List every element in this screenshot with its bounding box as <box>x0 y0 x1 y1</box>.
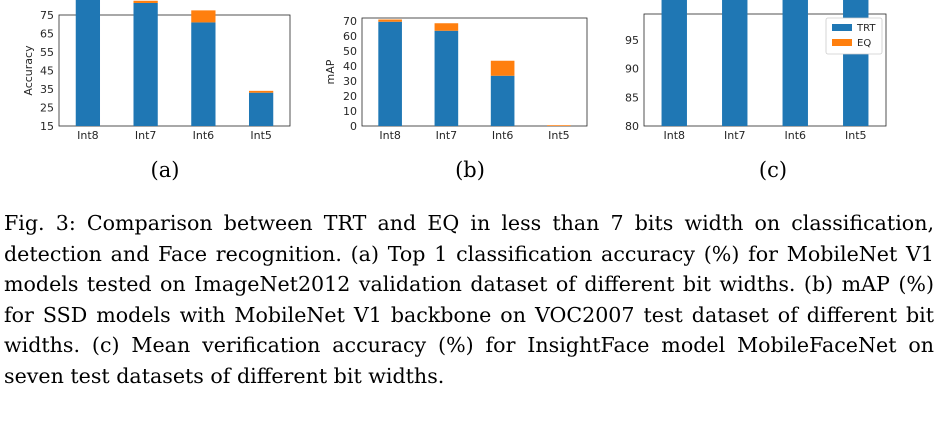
chart-c: 80859095AccuracyInt8Int7Int6Int5TRTEQ <box>625 0 887 142</box>
bar-eq-int6 <box>191 10 216 23</box>
subfigure-label-a: (a) <box>150 158 180 182</box>
x-tick-label: Int8 <box>77 129 99 142</box>
plot-frame <box>361 17 588 127</box>
y-tick-label: 15 <box>40 120 54 133</box>
bar-eq-int5 <box>248 90 274 93</box>
x-tick-label: Int6 <box>193 129 215 142</box>
y-tick-label: 45 <box>40 65 54 78</box>
y-tick-label: 65 <box>40 28 54 41</box>
bar-trt-int6 <box>490 75 515 126</box>
x-tick-label: Int5 <box>250 129 272 142</box>
bar-trt-int6 <box>782 0 808 126</box>
bar-trt-int8 <box>661 0 687 127</box>
y-tick-label: 70 <box>343 15 357 28</box>
legend-swatch-trt <box>832 24 852 31</box>
chart-b: 0 10 20 30 40 50 60 70 mAP Int8 Int7 Int6 Int5 <box>324 15 588 142</box>
y-axis-label: Accuracy <box>22 45 35 96</box>
y-tick-label: 35 <box>40 83 54 96</box>
bar-eq-int7 <box>133 0 158 3</box>
legend-label-trt: TRT <box>856 23 876 34</box>
bar-eq-int5 <box>547 125 571 126</box>
y-axis-label: mAP <box>324 59 337 84</box>
bar-trt-int7 <box>133 2 158 127</box>
bar-trt-int5 <box>248 92 274 126</box>
legend-label-eq: EQ <box>857 38 871 49</box>
bar-eq-int6 <box>490 60 515 76</box>
y-tick-label: 75 <box>40 9 54 22</box>
x-tick-label: Int6 <box>784 129 806 142</box>
bar-trt-int7 <box>722 0 748 126</box>
y-tick-label: 85 <box>625 91 639 104</box>
chart-a: 15 25 35 45 55 65 75 Accuracy Int8 Int7 Int6 Int5 <box>22 0 291 142</box>
bar-trt-int8 <box>75 0 101 126</box>
plot-frame <box>58 14 291 127</box>
y-tick-label: 95 <box>625 34 639 47</box>
y-tick-label: 0 <box>350 120 357 133</box>
y-tick-label: 10 <box>343 105 357 118</box>
y-tick-label: 80 <box>625 120 639 133</box>
y-tick-label: 20 <box>343 90 357 103</box>
plot-frame <box>643 13 887 127</box>
bar-trt-int7 <box>434 30 459 126</box>
y-tick-label: 90 <box>625 63 639 76</box>
y-tick-label: 40 <box>343 60 357 73</box>
x-tick-label: Int5 <box>548 129 570 142</box>
x-tick-label: Int7 <box>724 129 746 142</box>
x-tick-label: Int8 <box>663 129 685 142</box>
bar-eq-int8 <box>378 19 402 22</box>
y-tick-label: 30 <box>343 75 357 88</box>
x-tick-label: Int7 <box>436 129 458 142</box>
x-tick-label: Int8 <box>379 129 401 142</box>
bar-trt-int8 <box>378 21 402 126</box>
x-tick-label: Int5 <box>845 129 867 142</box>
bar-eq-int7 <box>434 23 459 31</box>
x-tick-label: Int7 <box>135 129 157 142</box>
x-tick-label: Int6 <box>492 129 514 142</box>
y-tick-label: 55 <box>40 46 54 59</box>
subfigure-label-b: (b) <box>455 158 485 182</box>
y-tick-label: 25 <box>40 102 54 115</box>
y-tick-label: 60 <box>343 30 357 43</box>
subfigure-label-c: (c) <box>758 158 788 182</box>
legend-swatch-eq <box>832 39 852 46</box>
figure-caption: Fig. 3: Comparison between TRT and EQ in… <box>4 211 934 388</box>
y-tick-label: 50 <box>343 45 357 58</box>
bar-trt-int6 <box>191 22 216 126</box>
